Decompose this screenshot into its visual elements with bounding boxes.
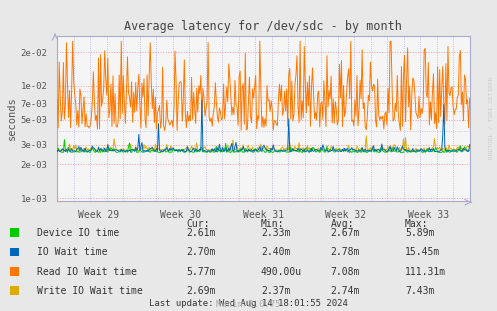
Text: RRDTOOL / TOBI OETIKER: RRDTOOL / TOBI OETIKER: [488, 77, 493, 160]
Text: 490.00u: 490.00u: [261, 267, 302, 276]
Text: 2.61m: 2.61m: [186, 228, 216, 238]
Text: 2.70m: 2.70m: [186, 247, 216, 257]
Text: Last update: Wed Aug 14 18:01:55 2024: Last update: Wed Aug 14 18:01:55 2024: [149, 299, 348, 308]
Text: 2.37m: 2.37m: [261, 286, 290, 296]
Y-axis label: seconds: seconds: [6, 96, 16, 140]
Text: 111.31m: 111.31m: [405, 267, 446, 276]
Text: Write IO Wait time: Write IO Wait time: [37, 286, 143, 296]
Text: 7.08m: 7.08m: [331, 267, 360, 276]
Text: 2.40m: 2.40m: [261, 247, 290, 257]
Text: 2.69m: 2.69m: [186, 286, 216, 296]
Text: IO Wait time: IO Wait time: [37, 247, 108, 257]
Text: 2.33m: 2.33m: [261, 228, 290, 238]
Text: Avg:: Avg:: [331, 219, 354, 229]
Text: 7.43m: 7.43m: [405, 286, 434, 296]
Text: Min:: Min:: [261, 219, 284, 229]
Text: 5.77m: 5.77m: [186, 267, 216, 276]
Text: 2.67m: 2.67m: [331, 228, 360, 238]
Text: 5.89m: 5.89m: [405, 228, 434, 238]
Text: 2.78m: 2.78m: [331, 247, 360, 257]
Text: Device IO time: Device IO time: [37, 228, 119, 238]
Text: Cur:: Cur:: [186, 219, 210, 229]
Text: Max:: Max:: [405, 219, 428, 229]
Text: 15.45m: 15.45m: [405, 247, 440, 257]
Title: Average latency for /dev/sdc - by month: Average latency for /dev/sdc - by month: [124, 20, 403, 33]
Text: Munin 2.0.75: Munin 2.0.75: [216, 300, 281, 309]
Text: Read IO Wait time: Read IO Wait time: [37, 267, 137, 276]
Text: 2.74m: 2.74m: [331, 286, 360, 296]
